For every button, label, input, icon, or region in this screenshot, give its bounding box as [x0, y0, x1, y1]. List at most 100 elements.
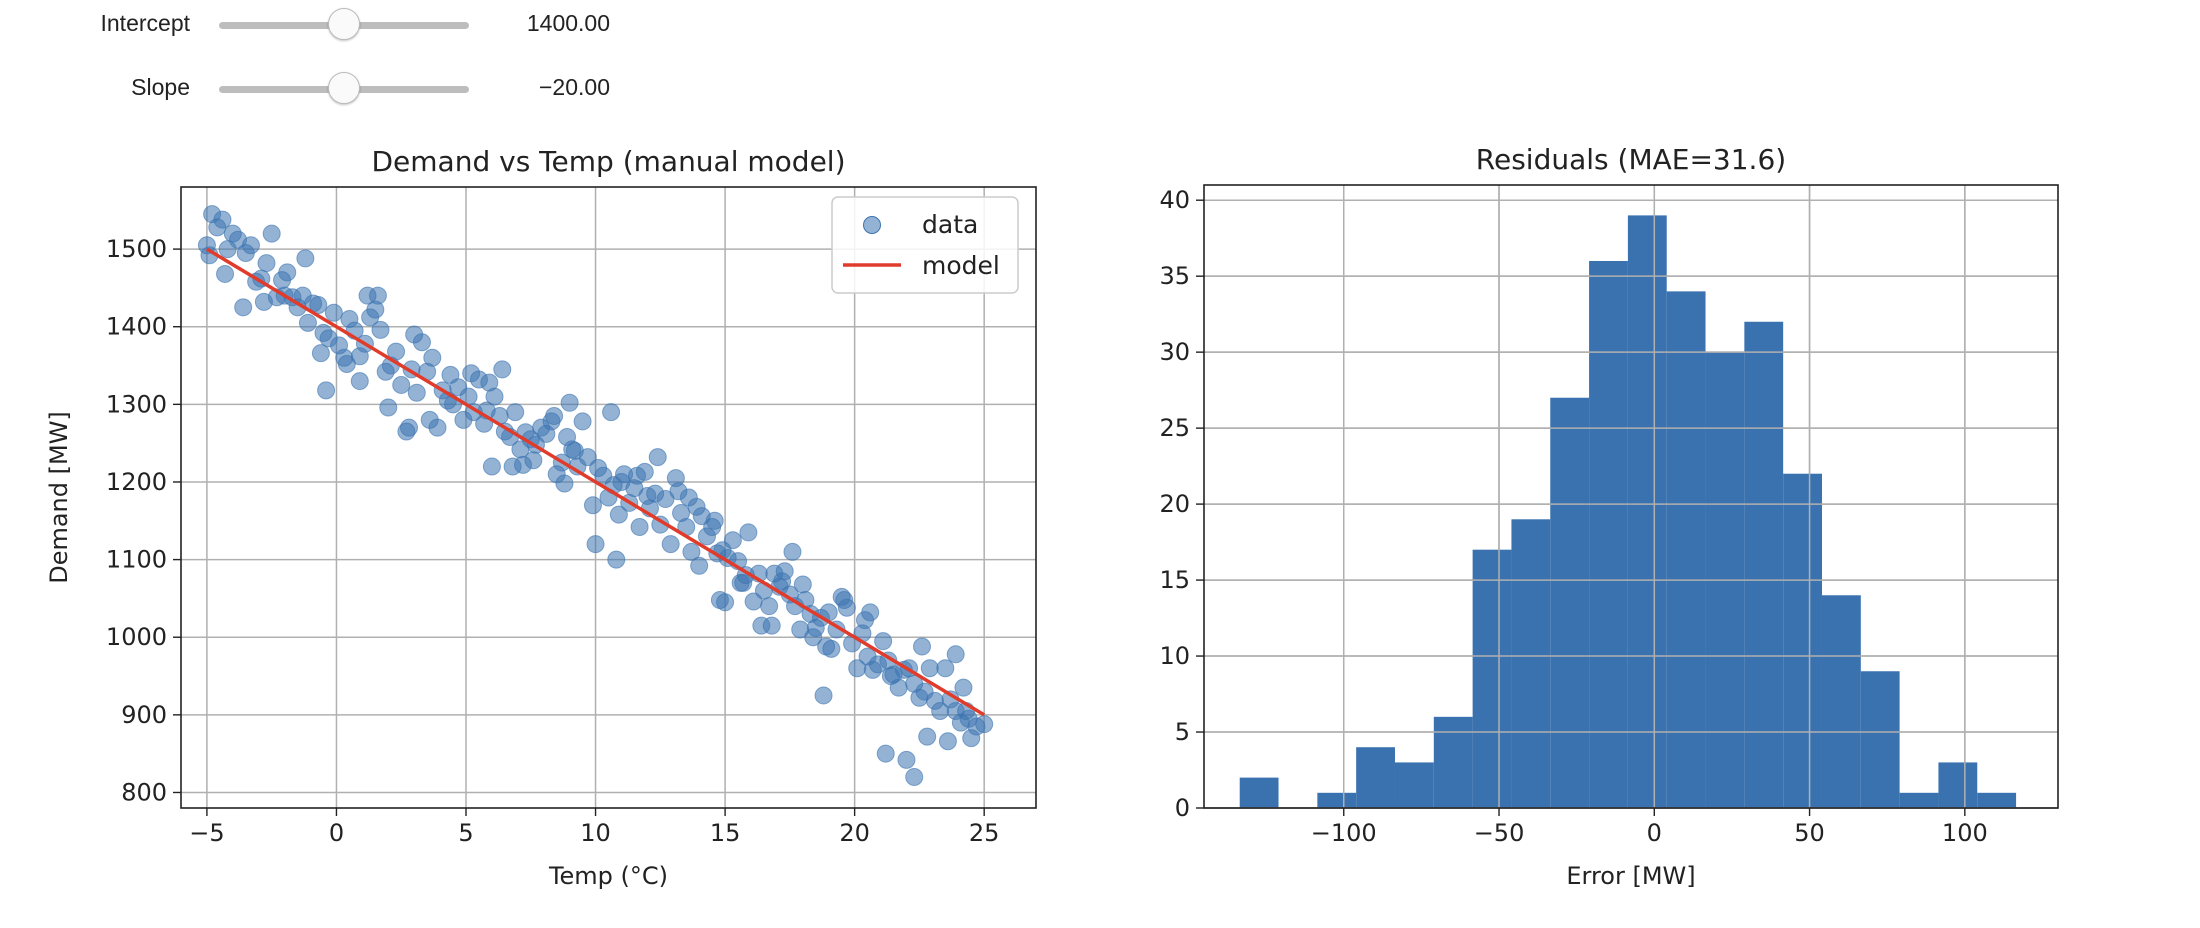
data-point	[861, 603, 880, 622]
data-point	[560, 393, 579, 412]
data-point	[835, 590, 854, 609]
data-point	[485, 387, 504, 406]
slope-slider-handle[interactable]	[328, 72, 360, 104]
legend: data model	[831, 196, 1019, 294]
data-point	[405, 325, 424, 344]
data-point	[262, 224, 281, 243]
data-point	[309, 295, 328, 314]
data-point	[612, 472, 631, 491]
y-tick-label: 40	[1159, 186, 1190, 214]
data-point	[407, 383, 426, 402]
x-tick-label: 100	[1942, 819, 1988, 847]
legend-label-model: model	[922, 251, 1000, 280]
data-point	[920, 659, 939, 678]
x-tick-label: 50	[1794, 819, 1825, 847]
data-point	[897, 750, 916, 769]
histogram-bar	[1472, 549, 1512, 808]
y-tick-label: 20	[1159, 490, 1190, 518]
histogram-bar	[1977, 792, 2017, 808]
data-point	[609, 505, 628, 524]
histogram-bar	[1860, 671, 1900, 808]
histogram-bar	[1938, 762, 1978, 808]
x-tick-label: −50	[1474, 819, 1525, 847]
y-tick-label: 25	[1159, 414, 1190, 442]
data-point	[874, 632, 893, 651]
x-axis-label: Temp (°C)	[548, 862, 668, 890]
data-point	[705, 511, 724, 530]
histogram-bar	[1511, 519, 1551, 808]
data-point	[298, 313, 317, 332]
data-point	[762, 616, 781, 635]
chart-title: Demand vs Temp (manual model)	[371, 145, 845, 178]
y-tick-label: 1500	[106, 235, 167, 263]
histogram-bar	[1394, 762, 1434, 808]
y-tick-label: 10	[1159, 642, 1190, 670]
y-tick-label: 0	[1175, 794, 1190, 822]
histogram-bar	[1744, 321, 1784, 808]
data-point	[822, 639, 841, 658]
data-point	[648, 448, 667, 467]
data-point	[918, 727, 937, 746]
y-tick-label: 35	[1159, 262, 1190, 290]
data-point	[630, 517, 649, 536]
data-point	[368, 286, 387, 305]
data-point	[423, 348, 442, 367]
data-point	[881, 667, 900, 686]
data-point	[804, 628, 823, 647]
x-tick-label: 5	[458, 819, 473, 847]
data-point	[783, 542, 802, 561]
x-tick-label: −5	[189, 819, 224, 847]
data-point	[296, 249, 315, 268]
data-point	[565, 441, 584, 460]
y-tick-label: 5	[1175, 718, 1190, 746]
data-point	[723, 531, 742, 550]
data-point	[317, 381, 336, 400]
data-point	[337, 354, 356, 373]
histogram-bar	[1356, 747, 1395, 808]
histogram-bar	[1666, 291, 1706, 808]
data-point	[545, 406, 564, 425]
data-point	[371, 320, 390, 339]
data-point	[278, 263, 297, 282]
histogram-bar	[1821, 595, 1861, 808]
histogram-bar	[1550, 397, 1590, 808]
data-point	[400, 418, 418, 437]
intercept-value: 1400.00	[526, 10, 610, 36]
y-axis-label: Demand [MW]	[45, 411, 73, 584]
x-tick-label: −100	[1311, 819, 1377, 847]
data-point	[607, 550, 626, 569]
data-point	[392, 375, 411, 394]
data-point	[661, 535, 680, 554]
x-tick-label: 0	[1647, 819, 1662, 847]
data-point	[573, 412, 592, 431]
data-point	[462, 364, 481, 383]
intercept-slider-handle[interactable]	[328, 8, 360, 40]
y-tick-label: 1100	[106, 546, 167, 574]
y-tick-label: 1400	[106, 313, 167, 341]
data-point	[254, 292, 273, 311]
slope-label: Slope	[131, 74, 190, 100]
data-point	[387, 342, 406, 361]
data-point	[716, 593, 735, 612]
data-point	[905, 767, 924, 786]
histogram-bar	[1899, 792, 1939, 808]
data-point	[760, 597, 779, 616]
legend-marker-data	[863, 216, 881, 234]
data-point	[241, 236, 260, 255]
data-point	[379, 398, 398, 417]
data-point	[628, 466, 646, 485]
data-point	[583, 496, 602, 515]
data-point	[441, 365, 460, 384]
data-point	[213, 210, 232, 229]
data-point	[975, 715, 994, 734]
histogram-bar	[1239, 777, 1279, 808]
data-point	[936, 659, 955, 678]
data-point	[234, 298, 253, 317]
x-tick-label: 25	[969, 819, 1000, 847]
y-tick-label: 1000	[106, 623, 167, 651]
histogram-bar	[1433, 716, 1473, 808]
x-tick-label: 20	[839, 819, 870, 847]
x-tick-label: 15	[710, 819, 741, 847]
data-point	[602, 403, 621, 422]
data-point	[216, 264, 235, 283]
